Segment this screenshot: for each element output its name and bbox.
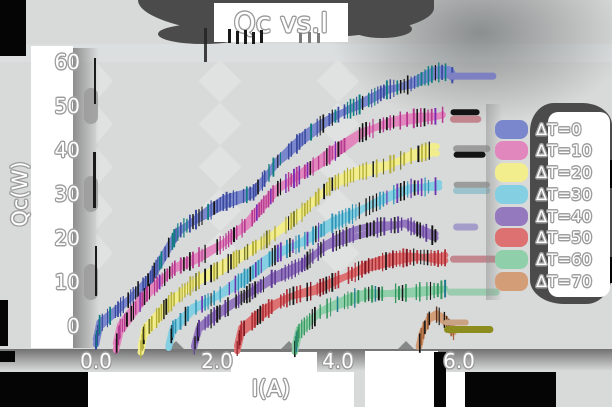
chart-title: Qc vs.I <box>233 6 329 39</box>
artifact-black-bottom-bar <box>434 352 446 407</box>
y-tick-20: 20 <box>54 226 80 250</box>
title-tick-marks <box>244 30 247 44</box>
bg-half-diamond <box>96 61 113 101</box>
legend-label-dt40: ΔT=40 <box>536 207 593 226</box>
title-tick-marks <box>317 33 320 43</box>
title-tick-marks <box>252 32 255 44</box>
title-tick-marks <box>260 30 263 43</box>
artifact-black-bottomleft <box>0 372 88 407</box>
y-tick-40: 40 <box>54 138 80 162</box>
bg-half-diamond <box>96 190 113 230</box>
legend-label-dt70: ΔT=70 <box>536 272 593 291</box>
artifact-black-topleft <box>0 0 26 56</box>
legend-swatch-dt40 <box>495 207 528 226</box>
y-tick-0: 0 <box>67 314 80 338</box>
title-tick-marks <box>299 33 302 43</box>
legend-swatch-dt0 <box>495 120 528 139</box>
artifact-white-bottom-2 <box>365 351 438 407</box>
bg-half-diamond <box>96 104 113 144</box>
x-tick-2: 2.0 <box>201 349 233 373</box>
y-axis-spine <box>95 246 97 296</box>
y-tick-10: 10 <box>54 270 80 294</box>
y-tick-50: 50 <box>54 94 80 118</box>
legend-swatch-dt20 <box>495 163 528 182</box>
x-tick-0: 0.0 <box>80 349 112 373</box>
x-tick-6: 6.0 <box>443 349 475 373</box>
legend-swatch-dt70 <box>495 272 528 291</box>
legend-swatch-dt10 <box>495 141 528 160</box>
x-label-backdrop <box>88 372 354 407</box>
legend-swatch-dt60 <box>495 250 528 269</box>
y-axis-spine <box>93 152 96 208</box>
artifact-black-left-edge <box>0 300 8 346</box>
y-axis-label: Qc(W) <box>8 161 32 227</box>
legend-panel <box>548 112 610 297</box>
bg-half-diamond <box>96 233 113 273</box>
legend-label-dt30: ΔT=30 <box>536 185 593 204</box>
y-axis-tick-shadow <box>84 264 98 300</box>
legend-swatch-dt50 <box>495 228 528 247</box>
series-band-ΔT=20 <box>137 149 440 356</box>
x-axis-tick-shadow <box>395 341 417 352</box>
legend-label-dt20: ΔT=20 <box>536 163 593 182</box>
y-ticklabel-backdrop <box>31 46 73 348</box>
artifact-black-bottomleft-small <box>0 351 15 362</box>
legend-label-dt60: ΔT=60 <box>536 250 593 269</box>
legend-label-dt10: ΔT=10 <box>536 141 593 160</box>
legend-label-dt50: ΔT=50 <box>536 228 593 247</box>
y-axis-spine <box>94 58 96 104</box>
y-tick-30: 30 <box>54 182 80 206</box>
x-tick-4: 4.0 <box>322 349 354 373</box>
title-shadow-blob <box>352 20 412 38</box>
x-axis-tick-shadow <box>165 341 187 352</box>
x-axis-label: I(A) <box>251 377 291 402</box>
artifact-black-bottomright <box>465 372 556 407</box>
y-tick-60: 60 <box>54 50 80 74</box>
title-tick-marks <box>228 29 231 43</box>
bg-half-diamond <box>96 147 113 187</box>
title-tick-marks <box>308 32 311 43</box>
artifact-dark-line <box>204 28 207 62</box>
legend-swatch-dt30 <box>495 185 528 204</box>
x-axis-tick-shadow <box>278 341 300 352</box>
title-tick-marks <box>236 31 239 44</box>
legend-label-dt0: ΔT=0 <box>536 120 582 139</box>
